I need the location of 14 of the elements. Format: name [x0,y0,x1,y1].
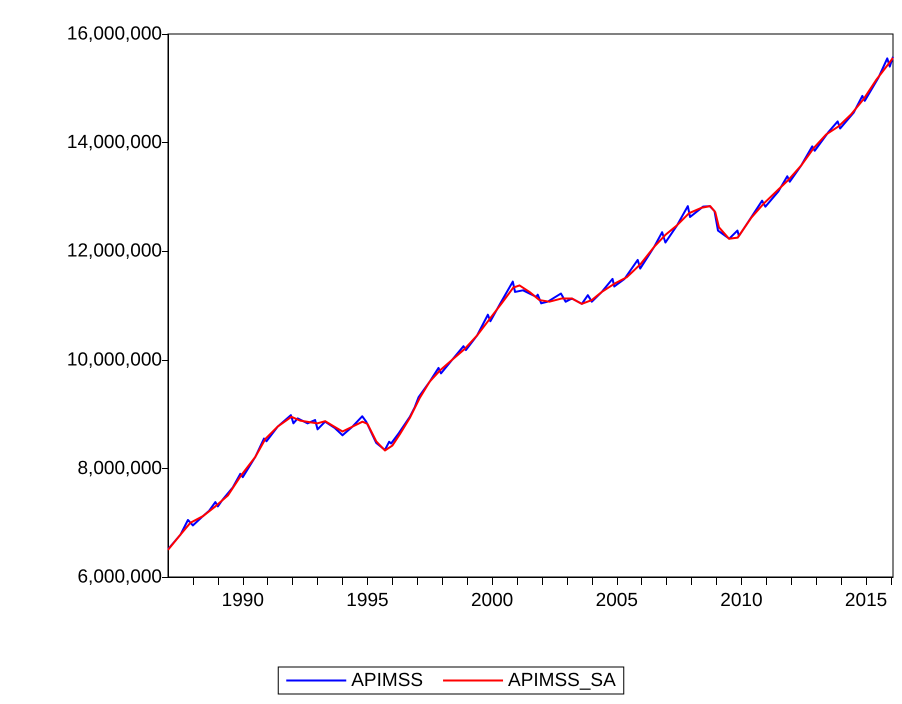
y-tick-label: 6,000,000 [77,566,162,588]
y-tick-label: 8,000,000 [77,458,162,479]
x-tick-label: 1990 [222,590,264,611]
x-tick-label: 2000 [470,590,514,611]
y-tick-label: 16,000,000 [66,24,162,44]
x-tick-label: 2015 [844,590,888,611]
y-tick-label: 14,000,000 [66,132,162,154]
y-tick-label: 12,000,000 [66,240,162,262]
y-tick-label: 10,000,000 [66,349,162,370]
x-tick-label: 2005 [596,590,638,611]
legend-label: APIMSS_SA [508,670,616,691]
legend-label: APIMSS [351,670,424,691]
x-tick-label: 1995 [346,590,389,611]
x-tick-label: 2010 [720,590,763,611]
